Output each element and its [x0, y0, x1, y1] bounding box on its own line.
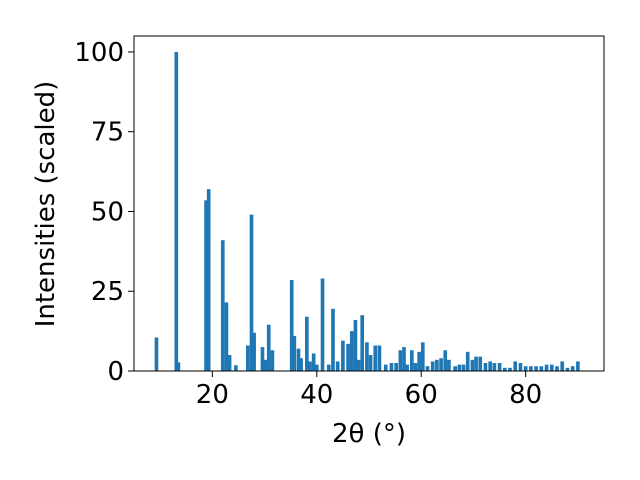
bar	[443, 350, 448, 371]
bar	[576, 361, 580, 371]
bar	[497, 363, 502, 371]
x-axis: 20 40 60 80	[196, 371, 542, 410]
y-axis: 0 25 50 75 100	[74, 38, 134, 387]
bar	[383, 364, 388, 371]
bar	[270, 350, 275, 371]
bar	[523, 366, 528, 371]
y-tick-label: 75	[91, 118, 124, 148]
bar	[513, 361, 518, 371]
bar	[570, 366, 575, 371]
bar	[430, 361, 435, 371]
bar	[518, 363, 523, 371]
bar	[483, 363, 488, 371]
bar	[174, 51, 179, 371]
bar	[555, 366, 559, 371]
bar	[331, 308, 335, 371]
bar	[457, 364, 462, 371]
bar	[305, 316, 309, 371]
bar	[409, 350, 414, 371]
bar	[365, 342, 369, 371]
bar	[560, 361, 565, 371]
bar	[478, 356, 483, 371]
bar	[234, 365, 238, 371]
x-tick-label: 20	[196, 380, 229, 410]
bar	[474, 356, 478, 371]
y-axis-label: Intensities (scaled)	[31, 81, 61, 328]
bar	[326, 364, 331, 371]
y-tick-label: 0	[107, 357, 124, 387]
bar	[398, 350, 403, 371]
bar	[439, 358, 443, 371]
plot-frame	[133, 35, 605, 372]
bar	[320, 278, 325, 371]
bar	[353, 319, 358, 371]
bar	[488, 361, 492, 371]
bar	[453, 366, 457, 371]
bar	[299, 358, 303, 371]
bar	[413, 363, 418, 371]
y-tick-label: 25	[91, 277, 124, 307]
bar	[420, 342, 425, 371]
bar	[204, 200, 208, 371]
bar	[435, 359, 439, 371]
bar	[394, 363, 398, 371]
bar	[227, 355, 232, 371]
bar	[534, 366, 538, 371]
bar	[402, 347, 406, 371]
bar	[417, 351, 421, 371]
bar	[544, 364, 549, 371]
bar	[539, 366, 544, 371]
bar	[425, 366, 430, 371]
bar	[220, 240, 225, 371]
bar	[356, 359, 361, 371]
bar	[296, 348, 301, 371]
bar	[492, 363, 497, 371]
bar	[346, 343, 350, 371]
bar	[549, 364, 554, 371]
bar	[341, 340, 345, 371]
y-tick-label: 50	[91, 197, 124, 227]
bar	[368, 355, 373, 371]
bar	[289, 280, 294, 371]
bar	[389, 363, 394, 371]
bar	[405, 364, 409, 371]
x-tick-label: 80	[509, 380, 542, 410]
bar	[246, 345, 250, 371]
x-tick-label: 40	[300, 380, 333, 410]
bar	[447, 359, 451, 371]
bar	[508, 367, 512, 371]
bar	[206, 189, 211, 371]
bar	[314, 364, 319, 371]
bar	[335, 361, 340, 371]
bar	[263, 359, 268, 371]
bar	[349, 331, 354, 371]
bar	[154, 337, 159, 371]
x-axis-label: 2θ (°)	[332, 419, 406, 449]
bar	[308, 361, 312, 371]
bar	[266, 324, 271, 371]
x-tick-label: 60	[405, 380, 438, 410]
bar	[465, 351, 470, 371]
bar	[360, 315, 365, 371]
bar	[565, 367, 570, 371]
bar	[176, 362, 181, 371]
bar	[502, 367, 507, 371]
bar	[249, 214, 254, 371]
bar	[373, 345, 378, 371]
bar	[260, 347, 265, 371]
bar	[529, 366, 533, 371]
y-tick-label: 100	[74, 38, 124, 68]
bar-series	[154, 51, 580, 371]
bar	[252, 332, 256, 371]
bar	[292, 335, 297, 371]
bar	[224, 302, 229, 371]
bar	[377, 345, 382, 371]
bar	[470, 359, 475, 371]
bar	[461, 364, 466, 371]
bar	[311, 353, 316, 371]
